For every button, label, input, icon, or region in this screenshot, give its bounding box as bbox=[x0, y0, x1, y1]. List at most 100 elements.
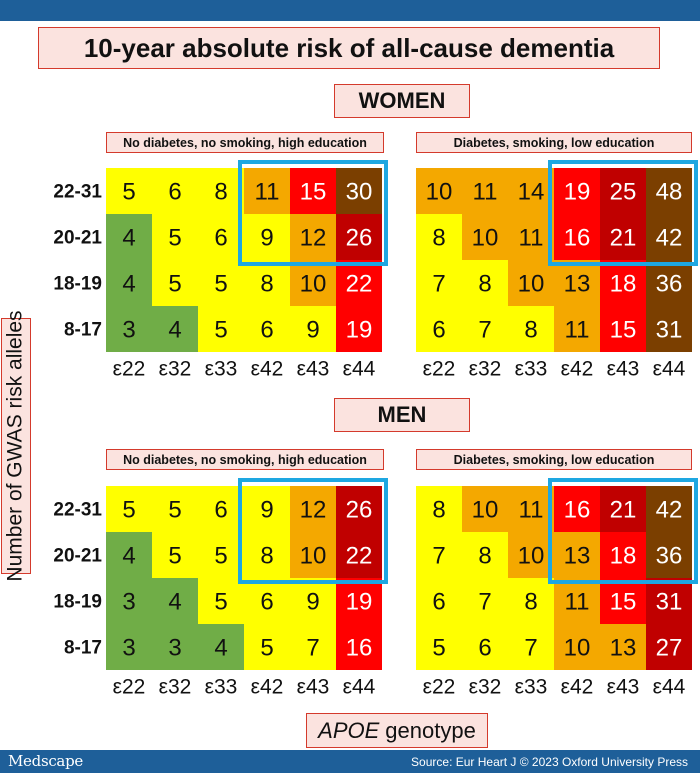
heatmap-cell bbox=[244, 578, 290, 624]
heatmap-cell bbox=[416, 168, 462, 214]
heatmap-cell bbox=[508, 624, 554, 670]
cell-value: 15 bbox=[300, 179, 327, 206]
cell-value: 27 bbox=[656, 635, 683, 662]
row-label: 22-31 bbox=[53, 182, 102, 203]
cell-value: 21 bbox=[610, 225, 637, 252]
heatmap-cell bbox=[462, 624, 508, 670]
cell-value: 10 bbox=[518, 271, 545, 298]
column-label: ε33 bbox=[515, 358, 548, 381]
cell-value: 5 bbox=[168, 271, 181, 298]
cell-value: 9 bbox=[306, 589, 319, 616]
heatmap-cell bbox=[462, 260, 508, 306]
heatmap-cell bbox=[198, 214, 244, 260]
cell-value: 5 bbox=[214, 271, 227, 298]
cell-value: 6 bbox=[478, 635, 491, 662]
column-label: ε33 bbox=[205, 676, 238, 699]
heatmap-cell bbox=[290, 486, 336, 532]
cell-value: 19 bbox=[564, 179, 591, 206]
column-label: ε32 bbox=[159, 676, 192, 699]
cell-value: 21 bbox=[610, 497, 637, 524]
cell-value: 42 bbox=[656, 497, 683, 524]
cell-value: 18 bbox=[610, 543, 637, 570]
heatmap-cell bbox=[508, 306, 554, 352]
heatmap-cell bbox=[600, 532, 646, 578]
cell-value: 6 bbox=[168, 179, 181, 206]
cell-value: 5 bbox=[432, 635, 445, 662]
row-label: 20-21 bbox=[53, 546, 102, 567]
men-section-label: MEN bbox=[334, 398, 470, 432]
heatmap-cell bbox=[600, 624, 646, 670]
cell-value: 5 bbox=[168, 225, 181, 252]
cell-value: 6 bbox=[214, 225, 227, 252]
cell-value: 26 bbox=[346, 497, 373, 524]
heatmap-cell bbox=[244, 532, 290, 578]
cell-value: 13 bbox=[564, 543, 591, 570]
heatmap-cell bbox=[462, 306, 508, 352]
heatmap-cell bbox=[244, 486, 290, 532]
cell-value: 16 bbox=[346, 635, 373, 662]
cell-value: 22 bbox=[346, 543, 373, 570]
column-label: ε22 bbox=[423, 358, 456, 381]
column-label: ε22 bbox=[113, 676, 146, 699]
heatmap-cell bbox=[462, 578, 508, 624]
cell-value: 11 bbox=[519, 225, 544, 252]
heatmap-cell bbox=[198, 168, 244, 214]
cell-value: 5 bbox=[214, 543, 227, 570]
heatmap-cell bbox=[106, 486, 152, 532]
cell-value: 4 bbox=[168, 589, 181, 616]
heatmap-cell bbox=[152, 306, 198, 352]
heatmap-cell bbox=[106, 306, 152, 352]
heatmap-cell bbox=[600, 260, 646, 306]
heatmap-cell bbox=[554, 214, 600, 260]
heatmap-cell bbox=[646, 624, 692, 670]
cell-value: 5 bbox=[214, 317, 227, 344]
cell-value: 10 bbox=[300, 271, 327, 298]
cell-value: 31 bbox=[656, 589, 683, 616]
heatmap-cell bbox=[508, 532, 554, 578]
heatmap-cell bbox=[462, 168, 508, 214]
cell-value: 8 bbox=[432, 497, 445, 524]
heatmap-cell bbox=[336, 214, 382, 260]
heatmap-cell bbox=[106, 624, 152, 670]
heatmap-cell bbox=[508, 260, 554, 306]
heatmap-cell bbox=[600, 168, 646, 214]
heatmap-cell bbox=[462, 486, 508, 532]
heatmap-cell bbox=[646, 532, 692, 578]
cell-value: 10 bbox=[518, 543, 545, 570]
cell-value: 10 bbox=[426, 179, 453, 206]
cell-value: 4 bbox=[168, 317, 181, 344]
cell-value: 3 bbox=[122, 635, 135, 662]
cell-value: 5 bbox=[214, 589, 227, 616]
heatmap-cell bbox=[646, 168, 692, 214]
y-axis-label: Number of GWAS risk alleles bbox=[1, 310, 31, 582]
cell-value: 3 bbox=[168, 635, 181, 662]
footer-bar: Medscape Source: Eur Heart J © 2023 Oxfo… bbox=[0, 750, 700, 773]
x-axis-label: APOE genotype bbox=[306, 713, 488, 748]
heatmap-cell bbox=[198, 532, 244, 578]
column-label: ε44 bbox=[653, 676, 686, 699]
cell-value: 8 bbox=[524, 317, 537, 344]
heatmap-cell bbox=[106, 168, 152, 214]
heatmap-cell bbox=[198, 260, 244, 306]
cell-value: 11 bbox=[565, 589, 590, 616]
cell-value: 36 bbox=[656, 271, 683, 298]
cell-value: 5 bbox=[260, 635, 273, 662]
heatmap-cell bbox=[336, 168, 382, 214]
cell-value: 8 bbox=[524, 589, 537, 616]
column-label: ε43 bbox=[297, 676, 330, 699]
highlight-box bbox=[238, 478, 388, 584]
heatmap-cell bbox=[336, 306, 382, 352]
cell-value: 8 bbox=[478, 271, 491, 298]
heatmap-cell bbox=[600, 486, 646, 532]
subtitle-men-high-risk: Diabetes, smoking, low education bbox=[416, 449, 692, 470]
heatmap-cell bbox=[554, 532, 600, 578]
column-label: ε43 bbox=[297, 358, 330, 381]
heatmap-cell bbox=[152, 486, 198, 532]
cell-value: 10 bbox=[472, 497, 499, 524]
heatmap-cell bbox=[152, 168, 198, 214]
cell-value: 6 bbox=[432, 317, 445, 344]
cell-value: 10 bbox=[472, 225, 499, 252]
cell-value: 9 bbox=[260, 225, 273, 252]
heatmap-cell bbox=[416, 260, 462, 306]
column-label: ε33 bbox=[205, 358, 238, 381]
